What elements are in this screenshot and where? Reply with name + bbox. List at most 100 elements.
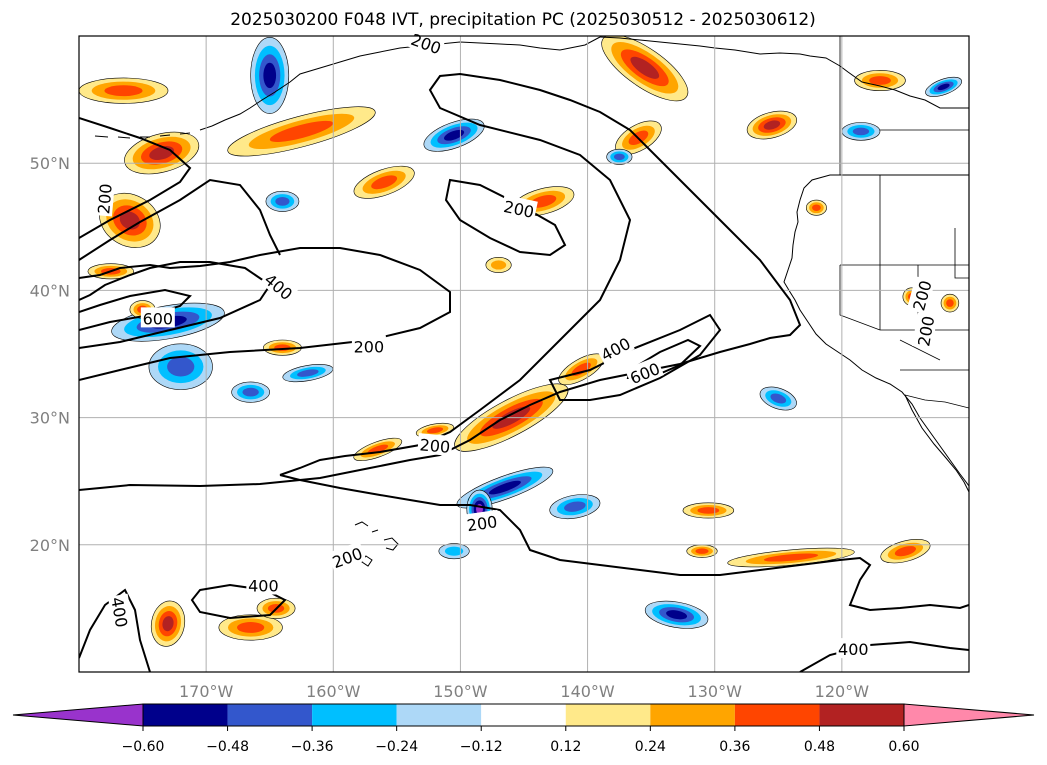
contour-label-background xyxy=(463,509,501,535)
colorbar-segment xyxy=(819,704,904,726)
ivt-contour-label: 200 xyxy=(911,312,938,350)
colorbar-tick-label: −0.12 xyxy=(460,739,503,755)
contour-label-background xyxy=(911,312,938,350)
precip-pc-region xyxy=(894,546,917,557)
colorbar-tick-label: −0.48 xyxy=(206,739,249,755)
precip-pc-region xyxy=(946,299,954,307)
contour-label-background xyxy=(91,180,115,217)
contour-label-background xyxy=(107,593,134,631)
precip-pc-region xyxy=(697,507,720,514)
colorbar-frame xyxy=(142,703,905,727)
contour-label-text: 200 xyxy=(466,512,499,535)
ivt-contour-label: 200 xyxy=(463,509,501,535)
precip-pc-region xyxy=(104,85,143,97)
baja-california-coastline xyxy=(904,394,969,493)
precip-pc-region xyxy=(937,83,950,91)
lon-tick-label: 170°W xyxy=(179,682,234,701)
lat-tick-label: 30°N xyxy=(30,409,70,428)
colorbar-tick-label: −0.36 xyxy=(291,739,334,755)
contour-label-background xyxy=(595,331,635,365)
ivt-contour-label: 600 xyxy=(140,307,175,328)
north-america-coastline xyxy=(599,36,969,487)
precip-pc-region xyxy=(367,444,389,455)
precip-pc-region xyxy=(426,427,444,434)
colorbar-tick-label: 0.12 xyxy=(550,739,581,755)
colorbar-tick-label: 0.36 xyxy=(719,739,750,755)
contour-label-background xyxy=(327,541,367,572)
colorbar-segment xyxy=(481,704,566,726)
ivt-contour-600-west xyxy=(79,288,192,331)
lon-tick-label: 160°W xyxy=(306,682,361,701)
lat-tick-label: 20°N xyxy=(30,536,70,555)
colorbar-segment xyxy=(396,704,482,726)
contour-label-text: 200 xyxy=(94,183,116,215)
contour-label-background xyxy=(140,307,175,328)
precip-pc-region xyxy=(162,616,174,632)
contour-label-background xyxy=(351,335,386,356)
ivt-contour-label: 200 xyxy=(91,180,116,217)
precip-pc-region xyxy=(263,62,277,89)
precip-pc-region xyxy=(763,553,819,562)
colorbar-segment xyxy=(734,704,820,726)
ivt-contour-200-south xyxy=(279,474,969,612)
ivt-contour-label: 400 xyxy=(246,574,281,596)
precip-pc-region xyxy=(812,204,821,211)
contour-label-background xyxy=(906,276,936,315)
map-frame xyxy=(78,35,970,673)
precip-pc-region xyxy=(770,393,787,404)
ivt-contour-label: 400 xyxy=(595,331,635,365)
political-borders xyxy=(830,36,969,409)
colorbar-tick-label: 0.24 xyxy=(635,739,666,755)
contour-label-background xyxy=(407,27,446,58)
alaska-coastline xyxy=(211,36,601,127)
precip-pc-region xyxy=(869,76,891,85)
precip-pc-region xyxy=(490,260,507,270)
map-background xyxy=(79,36,969,672)
ivt-contour-labels: 2002002002002002002002002004004004004004… xyxy=(91,27,938,659)
colorbar-segment xyxy=(565,704,651,726)
contour-label-text: 200 xyxy=(354,337,385,356)
colorbar-segment xyxy=(227,704,313,726)
colorbar-tick-label: 0.60 xyxy=(888,739,919,755)
canada-provinces xyxy=(839,36,969,175)
contour-label-background xyxy=(246,574,281,595)
precip-pc-region xyxy=(564,501,586,512)
ivt-contour-label: 200 xyxy=(417,433,453,457)
ivt-contour-label: 200 xyxy=(351,335,386,356)
colorbar-segment xyxy=(650,704,735,726)
lat-tick-label: 50°N xyxy=(30,154,70,173)
gridlines xyxy=(79,36,969,672)
precip-pc-region xyxy=(237,622,265,633)
contour-label-background xyxy=(417,433,453,457)
precip-pc-region xyxy=(630,56,660,79)
precip-pc-region xyxy=(444,129,465,141)
ivt-contour-label: 200 xyxy=(500,194,538,222)
chart-title: 2025030200 F048 IVT, precipitation PC (2… xyxy=(230,10,816,30)
precip-pc-region xyxy=(763,120,781,130)
colorbar-segment xyxy=(312,704,397,726)
map-area: 2002002002002002002002002004004004004004… xyxy=(78,27,970,673)
lon-tick-label: 150°W xyxy=(433,682,488,701)
precip-pc-region xyxy=(167,356,195,377)
contour-label-background xyxy=(836,638,871,659)
ivt-contour-400-west xyxy=(79,261,272,349)
contour-label-text: 400 xyxy=(248,577,279,596)
ivt-contour-200-far-west xyxy=(79,117,192,239)
precip-pc-region xyxy=(852,127,870,136)
lat-tick-label: 40°N xyxy=(30,281,70,300)
colorbar-extend-min xyxy=(12,703,144,727)
ivt-contour-400-south-2 xyxy=(79,588,151,672)
colorbar-tick-label: −0.60 xyxy=(122,739,165,755)
contour-label-background xyxy=(624,356,664,388)
ivt-contour-400-south-1 xyxy=(190,583,287,620)
precip-pc-region xyxy=(444,546,464,556)
axis-tick-labels: 170°W 160°W 150°W 140°W 130°W 120°W 20°N 30°N 40… xyxy=(30,154,870,701)
precip-pc-region xyxy=(613,153,625,161)
colorbar: −0.60 −0.48 −0.36 −0.24 −0.12 0.12 0.24 0.36 0.4… xyxy=(12,703,1035,755)
contour-label-text: 400 xyxy=(838,640,869,659)
lon-tick-label: 140°W xyxy=(560,682,615,701)
colorbar-extend-max xyxy=(903,703,1035,727)
ivt-contour-label: 400 xyxy=(107,593,134,631)
colorbar-tick-label: −0.24 xyxy=(375,739,418,755)
